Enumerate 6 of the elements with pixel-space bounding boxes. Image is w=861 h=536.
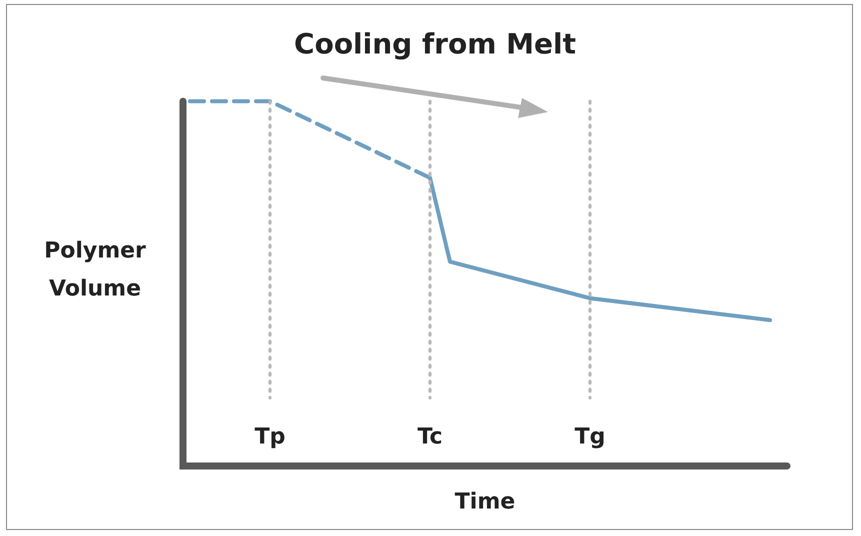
x-tick-label: Tc — [417, 424, 443, 450]
chart-title: Cooling from Melt — [294, 27, 576, 60]
x-axis-title: Time — [454, 490, 516, 515]
x-tick-label: Tg — [574, 424, 606, 450]
y-axis-title: Polymer Volume — [44, 238, 146, 302]
x-tick-label: Tp — [254, 424, 286, 450]
